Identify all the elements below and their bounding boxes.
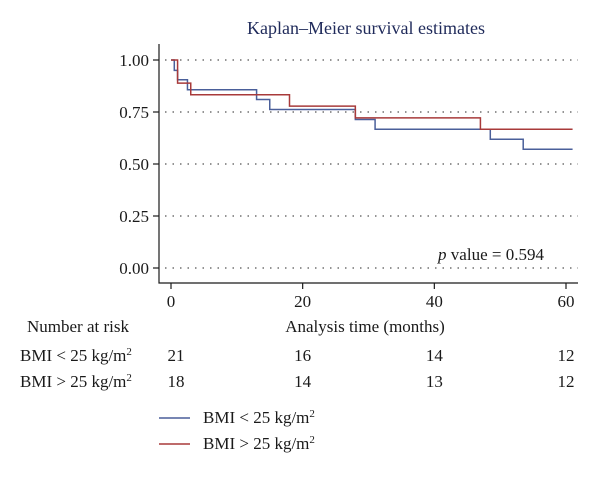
chart-title: Kaplan–Meier survival estimates <box>247 18 485 38</box>
y-axis-ticks: 0.00 0.25 0.50 0.75 1.00 <box>119 51 159 278</box>
grid-lines <box>165 59 578 269</box>
y-tick-label: 1.00 <box>119 51 149 70</box>
risk-count: 21 <box>168 346 185 365</box>
plot-frame <box>158 44 578 284</box>
risk-count: 13 <box>426 372 443 391</box>
y-tick-label: 0.25 <box>119 207 149 226</box>
legend: BMI < 25 kg/m2 BMI > 25 kg/m2 <box>159 408 315 453</box>
p-value-annotation: p value = 0.594 <box>437 245 544 264</box>
risk-count: 16 <box>294 346 311 365</box>
risk-row-label: BMI < 25 kg/m2 <box>20 346 132 365</box>
y-tick-label: 0.50 <box>119 155 149 174</box>
p-value-italic: p <box>437 245 447 264</box>
risk-count: 14 <box>294 372 312 391</box>
x-tick-label: 40 <box>426 292 443 311</box>
risk-count: 12 <box>558 346 575 365</box>
x-tick-label: 60 <box>558 292 575 311</box>
y-tick-label: 0.00 <box>119 259 149 278</box>
risk-table-header: Number at risk <box>27 317 129 336</box>
x-axis-label: Analysis time (months) <box>285 317 445 336</box>
legend-label: BMI < 25 kg/m2 <box>203 408 315 427</box>
risk-count: 14 <box>426 346 444 365</box>
survival-curves <box>171 59 573 150</box>
risk-table: BMI < 25 kg/m2 21 16 14 12 BMI > 25 kg/m2 18 14… <box>20 346 575 391</box>
x-axis-ticks: 0 20 40 60 <box>167 283 575 311</box>
survival-curve-2 <box>171 59 573 131</box>
axes <box>158 44 578 284</box>
risk-row-label: BMI > 25 kg/m2 <box>20 372 132 391</box>
risk-count: 12 <box>558 372 575 391</box>
x-tick-label: 20 <box>294 292 311 311</box>
x-tick-label: 0 <box>167 292 176 311</box>
survival-curve-1 <box>171 59 573 150</box>
y-tick-label: 0.75 <box>119 103 149 122</box>
p-value-text: value = 0.594 <box>447 245 545 264</box>
risk-count: 18 <box>168 372 185 391</box>
legend-label: BMI > 25 kg/m2 <box>203 434 315 453</box>
